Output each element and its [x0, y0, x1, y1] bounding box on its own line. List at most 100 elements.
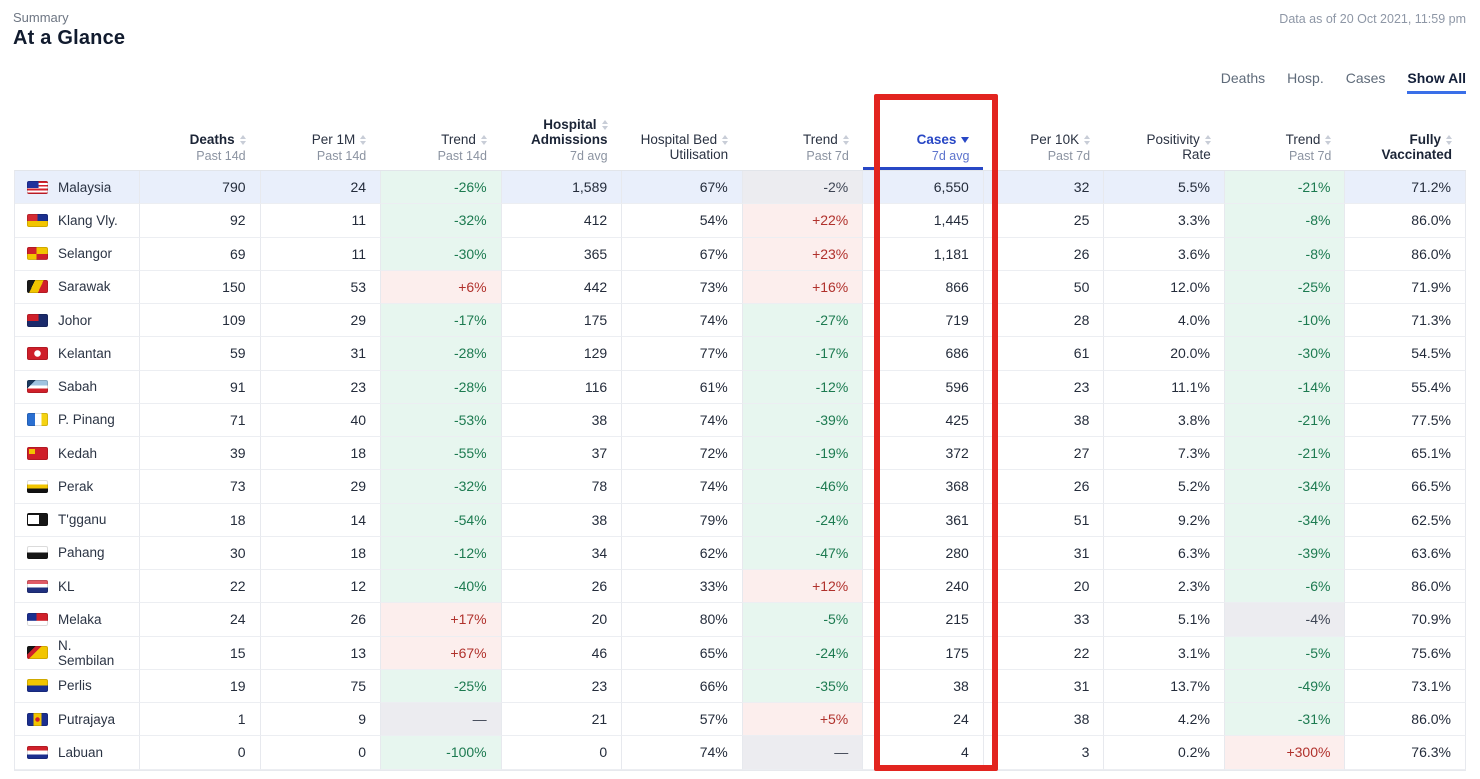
region-cell-johor: Johor — [15, 304, 140, 338]
flag-kelantan-icon — [27, 346, 48, 360]
column-header-per-10k[interactable]: Per 10K Past 7d — [983, 112, 1104, 170]
cell-trend-7d-hosp: +16% — [742, 270, 864, 304]
column-label-text: Hospital — [543, 116, 597, 132]
column-header-trend-7d-hosp[interactable]: Trend Past 7d — [742, 112, 863, 170]
table-row-sarawak: Sarawak 150 53 +6% 442 73% +16% 866 50 12.0% -25% 7… — [15, 270, 1466, 304]
cell-per-10k: 31 — [983, 669, 1105, 703]
column-header-hospital-bed-utilisation[interactable]: Hospital Bed Utilisation — [622, 112, 743, 170]
cell-cases: 686 — [863, 337, 984, 371]
region-name: T'gganu — [58, 512, 107, 528]
cell-deaths: 91 — [140, 370, 261, 404]
cell-per-1m: 11 — [260, 204, 382, 238]
cell-trend-7d-hosp: -47% — [742, 536, 864, 570]
column-sublabel-hospital-admissions: 7d avg — [570, 149, 608, 163]
cell-per-10k: 27 — [983, 437, 1105, 471]
column-label-text: Vaccinated — [1381, 147, 1452, 163]
cell-positivity-rate: 7.3% — [1104, 437, 1225, 471]
cell-fully-vaccinated: 70.9% — [1345, 603, 1466, 637]
cell-trend-14d: -100% — [381, 736, 502, 770]
tab-cases[interactable]: Cases — [1345, 70, 1386, 86]
cell-per-10k: 23 — [983, 370, 1105, 404]
sort-down-arrow-icon — [1445, 140, 1452, 145]
cell-trend-14d: -55% — [381, 437, 502, 471]
region-cell-perlis: Perlis — [15, 669, 140, 703]
cell-positivity-rate: 3.1% — [1104, 636, 1225, 670]
cell-fully-vaccinated: 55.4% — [1345, 370, 1466, 404]
cell-hospital-bed-utilisation: 79% — [622, 503, 743, 537]
column-header-positivity-rate[interactable]: Positivity Rate — [1104, 112, 1225, 170]
cell-per-10k: 3 — [983, 736, 1105, 770]
column-label-trend-7d-cases: Trend — [1286, 132, 1332, 148]
flag-pahang-icon — [27, 546, 48, 560]
column-sublabel-trend-14d: Past 14d — [437, 149, 487, 163]
cell-trend-7d-hosp: — — [742, 736, 864, 770]
cell-cases: 368 — [863, 470, 984, 504]
cell-positivity-rate: 12.0% — [1104, 270, 1225, 304]
cell-deaths: 24 — [140, 603, 261, 637]
tab-deaths[interactable]: Deaths — [1220, 70, 1266, 86]
cell-hospital-admissions: 38 — [501, 403, 623, 437]
cell-hospital-bed-utilisation: 65% — [622, 636, 743, 670]
column-label-per-1m: Per 1M — [312, 132, 367, 148]
cell-deaths: 59 — [140, 337, 261, 371]
cell-trend-7d-cases: +300% — [1224, 736, 1346, 770]
sort-icon — [1325, 135, 1332, 146]
cell-per-10k: 51 — [983, 503, 1105, 537]
column-label-text: Admissions — [531, 132, 608, 148]
table-row-labuan: Labuan 0 0 -100% 0 74% —4 3 0.2% +300% 76.3% — [15, 736, 1466, 770]
tab-show-all[interactable]: Show All — [1407, 70, 1466, 94]
sort-down-arrow-icon — [601, 125, 608, 130]
cell-deaths: 15 — [140, 636, 261, 670]
sort-icon — [1445, 134, 1452, 145]
flag-malaysia-icon — [27, 180, 48, 194]
sort-down-arrow-icon — [1084, 141, 1091, 146]
cell-trend-7d-hosp: -17% — [742, 337, 864, 371]
cell-fully-vaccinated: 86.0% — [1345, 703, 1466, 737]
cell-trend-14d: -28% — [381, 337, 502, 371]
cell-per-1m: 12 — [260, 570, 382, 604]
column-label-positivity-rate: Positivity — [1146, 132, 1211, 148]
cell-trend-7d-cases: -5% — [1224, 636, 1346, 670]
cell-hospital-bed-utilisation: 80% — [622, 603, 743, 637]
cell-per-1m: 31 — [260, 337, 382, 371]
view-tabs: Deaths Hosp. Cases Show All — [1221, 70, 1466, 94]
cell-hospital-bed-utilisation: 74% — [622, 470, 743, 504]
sort-down-arrow-icon — [1325, 141, 1332, 146]
cell-per-10k: 20 — [983, 570, 1105, 604]
column-header-fully-vaccinated[interactable]: Fully Vaccinated — [1345, 112, 1466, 170]
column-sublabel-trend-7d-cases: Past 7d — [1288, 149, 1332, 163]
column-header-trend-14d[interactable]: Trend Past 14d — [380, 112, 501, 170]
cell-trend-7d-cases: -34% — [1224, 470, 1346, 504]
cell-hospital-admissions: 442 — [501, 270, 623, 304]
cell-per-1m: 23 — [260, 370, 382, 404]
cell-fully-vaccinated: 86.0% — [1345, 237, 1466, 271]
cell-positivity-rate: 4.2% — [1104, 703, 1225, 737]
column-header-cases[interactable]: Cases 7d avg — [862, 112, 984, 170]
sort-up-arrow-icon — [480, 135, 487, 140]
cell-trend-7d-cases: -21% — [1224, 437, 1346, 471]
column-header-deaths[interactable]: Deaths Past 14d — [139, 112, 260, 170]
column-header-hospital-admissions[interactable]: Hospital Admissions 7d avg — [501, 112, 622, 170]
cell-trend-7d-hosp: +22% — [742, 204, 864, 238]
region-name: N. Sembilan — [58, 637, 115, 668]
sort-icon — [1204, 134, 1211, 145]
column-label-text: Trend — [1285, 132, 1321, 148]
cell-fully-vaccinated: 65.1% — [1345, 437, 1466, 471]
column-header-trend-7d-cases[interactable]: Trend Past 7d — [1225, 112, 1346, 170]
cell-per-1m: 18 — [260, 437, 382, 471]
region-cell-melaka: Melaka — [15, 603, 140, 637]
cell-trend-7d-cases: -8% — [1224, 237, 1346, 271]
tab-hosp[interactable]: Hosp. — [1287, 70, 1324, 86]
cell-cases: 38 — [863, 669, 984, 703]
cell-hospital-admissions: 23 — [501, 669, 623, 703]
column-header-per-1m[interactable]: Per 1M Past 14d — [260, 112, 381, 170]
cell-positivity-rate: 0.2% — [1104, 736, 1225, 770]
column-label-cases: Cases — [917, 132, 970, 148]
cell-per-10k: 61 — [983, 337, 1105, 371]
cell-hospital-bed-utilisation: 62% — [622, 536, 743, 570]
cell-hospital-bed-utilisation: 66% — [622, 669, 743, 703]
cell-trend-7d-hosp: -27% — [742, 304, 864, 338]
cell-positivity-rate: 4.0% — [1104, 304, 1225, 338]
flag-selangor-icon — [27, 247, 48, 261]
cell-deaths: 18 — [140, 503, 261, 537]
